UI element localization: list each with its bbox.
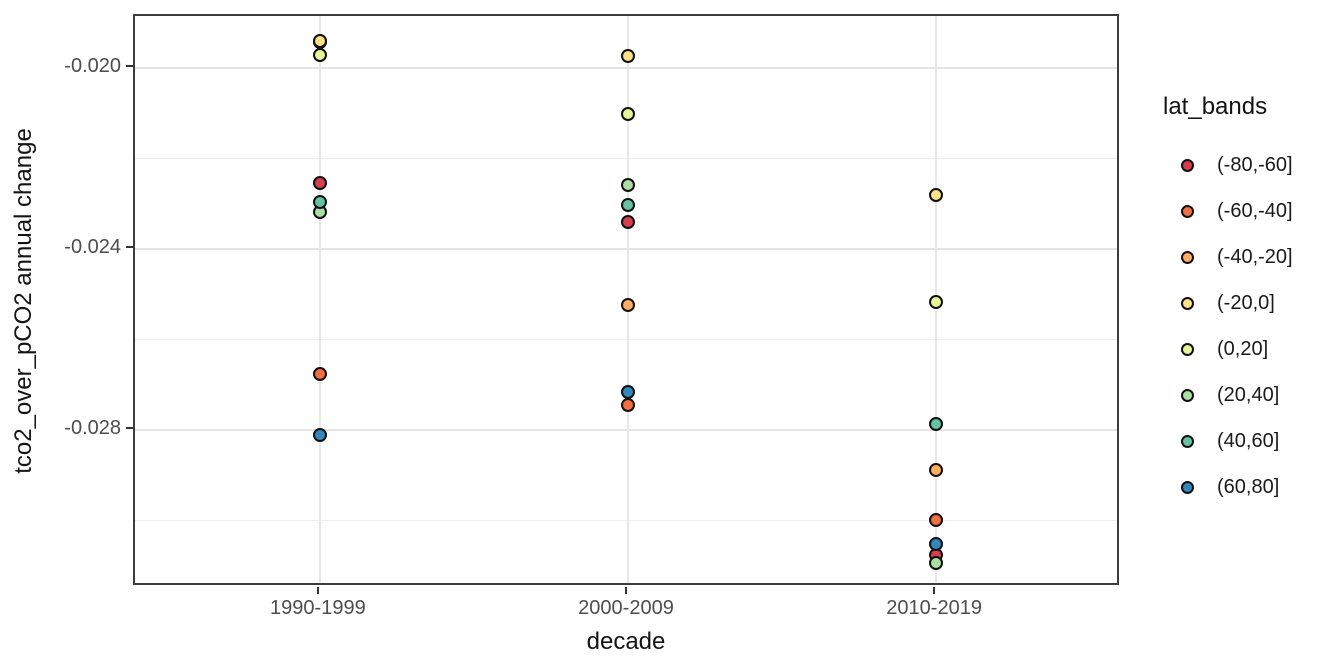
- y-tick-mark: [126, 246, 133, 248]
- data-point: [929, 537, 944, 552]
- data-point: [312, 367, 327, 382]
- grid-major-h: [135, 428, 1117, 431]
- data-point: [621, 214, 635, 229]
- data-point: [621, 107, 635, 122]
- legend-item: (-20,0]: [1160, 280, 1344, 326]
- grid-major-h: [135, 248, 1117, 250]
- x-tick-label: 2000-2009: [578, 597, 674, 619]
- legend-swatch-dot: [1181, 480, 1194, 494]
- legend-swatch-dot: [1181, 388, 1194, 402]
- y-tick-mark: [126, 65, 133, 68]
- data-point: [312, 427, 327, 442]
- data-point: [621, 198, 635, 213]
- legend-title: lat_bands: [1163, 93, 1268, 120]
- x-axis-title: decade: [586, 628, 666, 655]
- data-point: [621, 384, 635, 399]
- legend-item-label: (-40,-20]: [1217, 245, 1293, 268]
- x-tick-mark: [933, 587, 936, 594]
- grid-minor-h: [135, 158, 1117, 160]
- legend-item: (-80,-60]: [1160, 142, 1344, 188]
- data-point: [621, 398, 635, 413]
- data-point: [621, 298, 635, 313]
- legend-swatch-dot: [1181, 296, 1194, 310]
- data-point: [312, 48, 327, 63]
- legend-item-label: (-20,0]: [1217, 291, 1275, 314]
- legend-swatch-dot: [1181, 342, 1194, 356]
- data-point: [929, 513, 944, 528]
- y-tick-mark: [126, 426, 133, 429]
- x-tick-label: 1990-1999: [270, 597, 366, 619]
- data-point: [312, 194, 327, 209]
- legend: lat_bands (-80,-60] (-60,-40] (-40,-20] (-2…: [1160, 93, 1344, 510]
- legend-item-label: (0,20]: [1217, 337, 1269, 360]
- legend-item: (20,40]: [1160, 372, 1344, 418]
- x-tick-label: 2010-2019: [886, 597, 982, 619]
- x-tick-mark: [625, 587, 627, 594]
- grid-major-h: [135, 67, 1117, 70]
- plot-panel: [133, 14, 1119, 585]
- y-axis-title: tco2_over_pCO2 annual change: [10, 128, 37, 474]
- legend-item-label: (40,60]: [1217, 429, 1280, 452]
- legend-swatch-dot: [1181, 204, 1194, 218]
- grid-minor-h: [135, 519, 1117, 521]
- legend-item: (-60,-40]: [1160, 188, 1344, 234]
- data-point: [929, 294, 944, 309]
- legend-item-label: (20,40]: [1217, 383, 1280, 406]
- data-point: [929, 556, 944, 571]
- legend-item-label: (60,80]: [1217, 475, 1280, 498]
- y-tick-label: -0.028: [64, 416, 121, 439]
- legend-swatch-dot: [1181, 250, 1194, 264]
- legend-swatch-dot: [1181, 158, 1194, 172]
- y-tick-label: -0.024: [64, 236, 121, 258]
- grid-minor-h: [135, 339, 1117, 340]
- data-point: [312, 175, 327, 190]
- data-point: [621, 48, 635, 63]
- data-point: [929, 463, 944, 478]
- grid-major-v: [318, 16, 321, 583]
- legend-item: (0,20]: [1160, 326, 1344, 372]
- y-tick-label: -0.020: [64, 55, 121, 78]
- legend-swatch-dot: [1181, 434, 1194, 448]
- x-tick-mark: [316, 587, 319, 594]
- legend-item: (-40,-20]: [1160, 234, 1344, 280]
- legend-item: (60,80]: [1160, 464, 1344, 510]
- legend-item-label: (-60,-40]: [1217, 199, 1293, 222]
- legend-items: (-80,-60] (-60,-40] (-40,-20] (-20,0] (0,20]…: [1160, 142, 1344, 510]
- legend-item: (40,60]: [1160, 418, 1344, 464]
- data-point: [929, 417, 944, 432]
- legend-item-label: (-80,-60]: [1217, 153, 1293, 176]
- data-point: [929, 188, 944, 203]
- data-point: [312, 34, 327, 49]
- data-point: [621, 178, 635, 193]
